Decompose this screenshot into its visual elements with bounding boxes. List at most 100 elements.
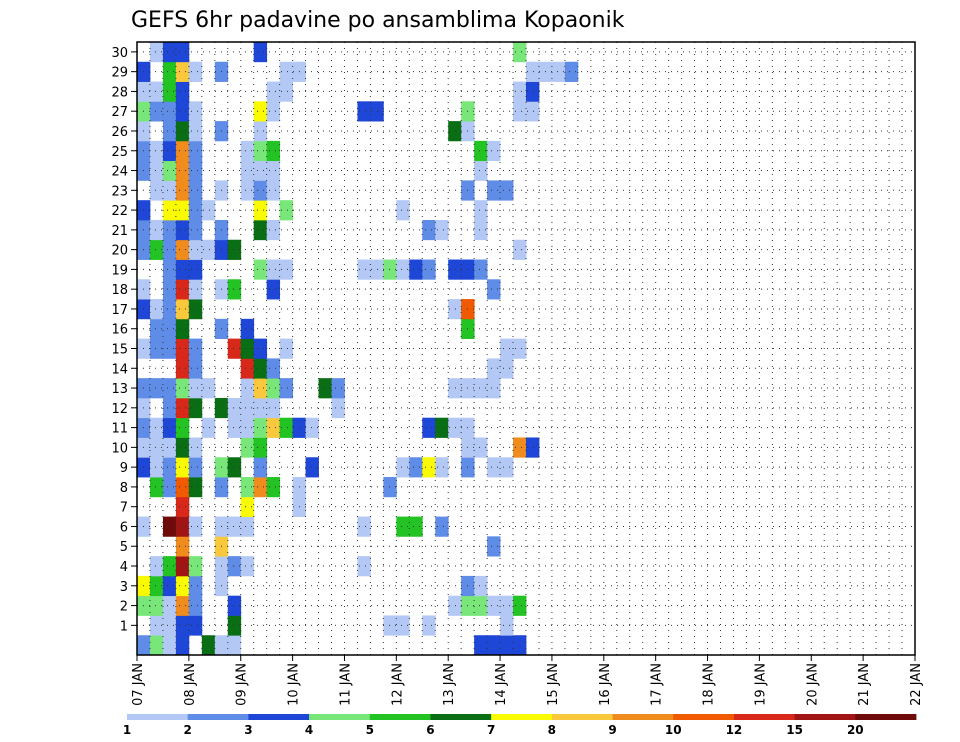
precip-cell bbox=[253, 457, 268, 478]
precip-cell bbox=[175, 101, 190, 122]
precip-cell bbox=[240, 417, 255, 438]
precip-cell bbox=[149, 575, 164, 597]
precip-cell bbox=[162, 140, 177, 162]
y-tick-label: 2 bbox=[120, 600, 128, 615]
legend-swatch bbox=[127, 714, 189, 720]
precip-cell bbox=[266, 279, 281, 300]
y-tick-label: 4 bbox=[120, 560, 128, 575]
precip-cell bbox=[318, 378, 332, 399]
precip-cell bbox=[409, 259, 423, 280]
precip-cell bbox=[240, 437, 255, 458]
precip-cell bbox=[474, 259, 488, 280]
precip-cell bbox=[149, 595, 164, 616]
precip-cell bbox=[188, 358, 203, 379]
precip-cell bbox=[396, 615, 410, 636]
precip-cell bbox=[175, 556, 190, 577]
precip-cell bbox=[162, 219, 177, 241]
y-tick-label: 6 bbox=[120, 520, 128, 535]
precip-cell bbox=[422, 615, 436, 636]
precip-cell bbox=[149, 417, 164, 438]
precip-cell bbox=[435, 219, 449, 241]
precip-cell bbox=[513, 635, 527, 656]
precip-cell bbox=[240, 397, 255, 419]
precip-cell bbox=[162, 259, 177, 280]
precip-cell bbox=[526, 61, 540, 82]
precip-cell bbox=[253, 200, 268, 221]
x-tick-label: 17 JAN bbox=[650, 663, 665, 706]
precip-cell bbox=[266, 417, 281, 438]
precip-cell bbox=[357, 516, 371, 537]
precip-cell bbox=[279, 417, 293, 438]
precip-cell bbox=[162, 81, 177, 102]
precip-cell bbox=[474, 635, 488, 656]
precip-cell bbox=[162, 417, 177, 438]
precip-cell bbox=[188, 299, 203, 320]
precip-cell bbox=[188, 180, 203, 201]
legend-label: 6 bbox=[426, 723, 434, 737]
precip-cell bbox=[188, 477, 203, 498]
precip-cell bbox=[188, 160, 203, 181]
precip-cell bbox=[227, 516, 242, 537]
precip-cell bbox=[240, 516, 255, 537]
precip-cell bbox=[175, 595, 190, 616]
x-tick-label: 10 JAN bbox=[287, 663, 302, 706]
precip-cell bbox=[474, 200, 488, 221]
precip-cell bbox=[162, 299, 177, 320]
precip-cell bbox=[474, 219, 488, 241]
precip-cell bbox=[149, 457, 164, 478]
precip-cell bbox=[175, 81, 190, 102]
x-axis-ticks: 07 JAN 08 JAN 09 JAN 10 JAN 11 JAN 12 JAN 13 J… bbox=[131, 655, 924, 706]
precip-cell bbox=[149, 42, 164, 63]
y-tick-label: 12 bbox=[111, 402, 128, 417]
precip-cell bbox=[162, 516, 177, 537]
y-tick-label: 5 bbox=[120, 540, 128, 555]
precip-cell bbox=[149, 318, 164, 340]
precip-cell bbox=[188, 121, 203, 142]
precip-cell bbox=[162, 378, 177, 399]
precip-cell bbox=[240, 496, 255, 517]
precip-cell bbox=[240, 160, 255, 181]
precip-cell bbox=[448, 121, 462, 142]
precip-cell bbox=[240, 338, 255, 359]
precip-cell bbox=[487, 378, 501, 399]
precip-cell bbox=[162, 457, 177, 478]
precip-cell bbox=[513, 437, 527, 458]
precip-cell bbox=[253, 358, 268, 379]
precip-cell bbox=[279, 378, 293, 399]
precip-cell bbox=[175, 575, 190, 597]
precip-cell bbox=[487, 457, 501, 478]
x-tick-label: 09 JAN bbox=[235, 663, 250, 706]
precip-cell bbox=[487, 595, 501, 616]
precip-cell bbox=[526, 437, 540, 458]
precip-cell bbox=[162, 635, 177, 656]
precip-cell bbox=[149, 615, 164, 636]
precip-cell bbox=[175, 635, 190, 656]
precip-cell bbox=[383, 259, 397, 280]
precip-cell bbox=[564, 61, 579, 82]
precip-cell bbox=[279, 259, 293, 280]
legend-swatch bbox=[248, 714, 310, 720]
precip-cell bbox=[253, 121, 268, 142]
y-tick-label: 1 bbox=[120, 619, 128, 634]
y-tick-label: 21 bbox=[111, 224, 128, 239]
y-tick-label: 15 bbox=[111, 343, 128, 358]
precip-cell bbox=[266, 378, 281, 399]
precip-cell bbox=[448, 259, 462, 280]
precip-cell bbox=[422, 259, 436, 280]
precip-cell bbox=[188, 61, 203, 82]
x-tick-label: 20 JAN bbox=[805, 663, 820, 706]
precip-cell bbox=[448, 299, 462, 320]
precip-cell bbox=[149, 160, 164, 181]
precip-cell bbox=[500, 457, 514, 478]
precip-cell bbox=[513, 101, 527, 122]
precip-cell bbox=[240, 358, 255, 379]
precip-cell bbox=[253, 397, 268, 419]
precip-cell bbox=[201, 378, 216, 399]
precip-cell bbox=[175, 160, 190, 181]
precip-cell bbox=[240, 556, 255, 577]
legend-swatch bbox=[491, 714, 553, 720]
legend-swatch bbox=[369, 714, 431, 720]
precip-cell bbox=[175, 200, 190, 221]
precip-cell bbox=[175, 378, 190, 399]
precip-cell bbox=[474, 140, 488, 162]
